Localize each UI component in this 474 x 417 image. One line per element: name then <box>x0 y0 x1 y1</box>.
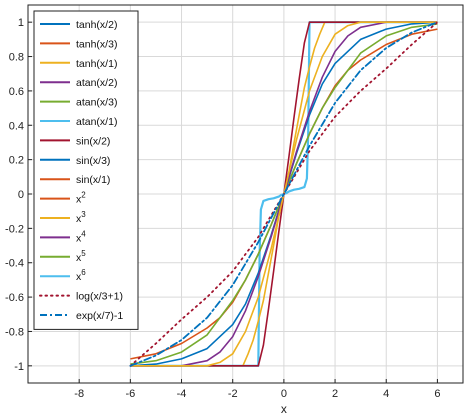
legend-label: sin(x/1) <box>76 174 110 186</box>
legend-label-exponent: 2 <box>81 191 86 200</box>
legend-label-text: exp(x/7)-1 <box>76 310 123 322</box>
y-tick-label: -0.4 <box>5 258 24 270</box>
legend-label-text: sin(x/3) <box>76 155 110 167</box>
legend-label: x2 <box>76 191 86 206</box>
legend-entry: atan(x/3) <box>40 97 117 109</box>
legend-entry: log(x/3+1) <box>39 291 123 303</box>
y-tick-label: -0.2 <box>5 223 24 235</box>
legend-entry: x3 <box>40 210 86 225</box>
legend-entry: x5 <box>40 249 86 264</box>
legend-entry: tanh(x/1) <box>40 58 117 70</box>
x-axis-label: x <box>281 402 287 416</box>
legend-entry: sin(x/3) <box>40 155 110 167</box>
legend-label-text: tanh(x/1) <box>76 58 117 70</box>
y-tick-label: 0.8 <box>9 52 24 64</box>
legend-entry: exp(x/7)-1 <box>40 310 123 322</box>
legend-label-text: sin(x/2) <box>76 135 110 147</box>
legend-entry: x4 <box>40 229 86 244</box>
data-curves <box>129 21 439 367</box>
x-tick-label: -8 <box>74 388 84 400</box>
legend-entry: x6 <box>40 268 86 283</box>
y-tick-label: 0.4 <box>9 120 24 132</box>
legend-label-text: x <box>76 232 82 244</box>
legend-label: sin(x/2) <box>76 135 110 147</box>
legend-entry: tanh(x/2) <box>40 19 117 31</box>
legend-label-text: sin(x/1) <box>76 174 110 186</box>
legend-label-text: tanh(x/3) <box>76 38 117 50</box>
legend-label-text: atan(x/1) <box>76 116 117 128</box>
legend-label: log(x/3+1) <box>76 291 123 303</box>
axis-ticks: -8 -6 -4 -2 0 2 4 6 -1 -0.8 -0.6 -0.4 -0.2 0 0.2 0.4 0.6… <box>5 17 440 400</box>
x-tick-label: 2 <box>332 388 338 400</box>
y-tick-label: 0 <box>18 189 24 201</box>
y-tick-label: 1 <box>18 17 24 29</box>
y-tick-label: -1 <box>14 361 24 373</box>
x-tick-label: 6 <box>434 388 440 400</box>
legend-label-text: x <box>76 213 82 225</box>
y-tick-label: -0.6 <box>5 292 24 304</box>
legend-label-text: tanh(x/2) <box>76 19 117 31</box>
x-tick-label: 4 <box>383 388 389 400</box>
legend-label-exponent: 5 <box>81 249 86 258</box>
legend-label: atan(x/3) <box>76 97 117 109</box>
y-tick-label: 0.2 <box>9 155 24 167</box>
legend-label: sin(x/3) <box>76 155 110 167</box>
legend-label: atan(x/2) <box>76 77 117 89</box>
legend-entry: x2 <box>40 191 86 206</box>
x-tick-label: 0 <box>281 388 287 400</box>
legend-label: tanh(x/1) <box>76 58 117 70</box>
legend-label-text: x <box>76 252 82 264</box>
legend-label: x3 <box>76 210 86 225</box>
legend-label: x6 <box>76 268 86 283</box>
series-line <box>129 21 439 367</box>
legend-label: x5 <box>76 249 86 264</box>
legend-label: tanh(x/3) <box>76 38 117 50</box>
legend-entry: atan(x/2) <box>40 77 117 89</box>
legend-label-exponent: 6 <box>81 268 86 277</box>
y-tick-label: 0.6 <box>9 86 24 98</box>
legend-label-text: atan(x/3) <box>76 97 117 109</box>
legend-entry: sin(x/2) <box>40 135 110 147</box>
legend-label: tanh(x/2) <box>76 19 117 31</box>
legend-label-exponent: 4 <box>81 229 86 238</box>
legend-entry: atan(x/1) <box>40 116 117 128</box>
y-tick-label: -0.8 <box>5 326 24 338</box>
legend-entry: tanh(x/3) <box>40 38 117 50</box>
x-tick-label: -4 <box>177 388 187 400</box>
legend-label: exp(x/7)-1 <box>76 310 123 322</box>
legend-label-text: atan(x/2) <box>76 77 117 89</box>
legend-label-text: x <box>76 194 82 206</box>
legend-label-text: log(x/3+1) <box>76 291 123 303</box>
legend-label: x4 <box>76 229 86 244</box>
legend-entry: sin(x/1) <box>40 174 110 186</box>
legend: tanh(x/2) tanh(x/3) tanh(x/1) atan(x/2) atan… <box>33 10 139 330</box>
x-tick-label: -2 <box>228 388 238 400</box>
legend-label-text: x <box>76 271 82 283</box>
legend-label-exponent: 3 <box>81 210 86 219</box>
legend-label: atan(x/1) <box>76 116 117 128</box>
x-tick-label: -6 <box>125 388 135 400</box>
